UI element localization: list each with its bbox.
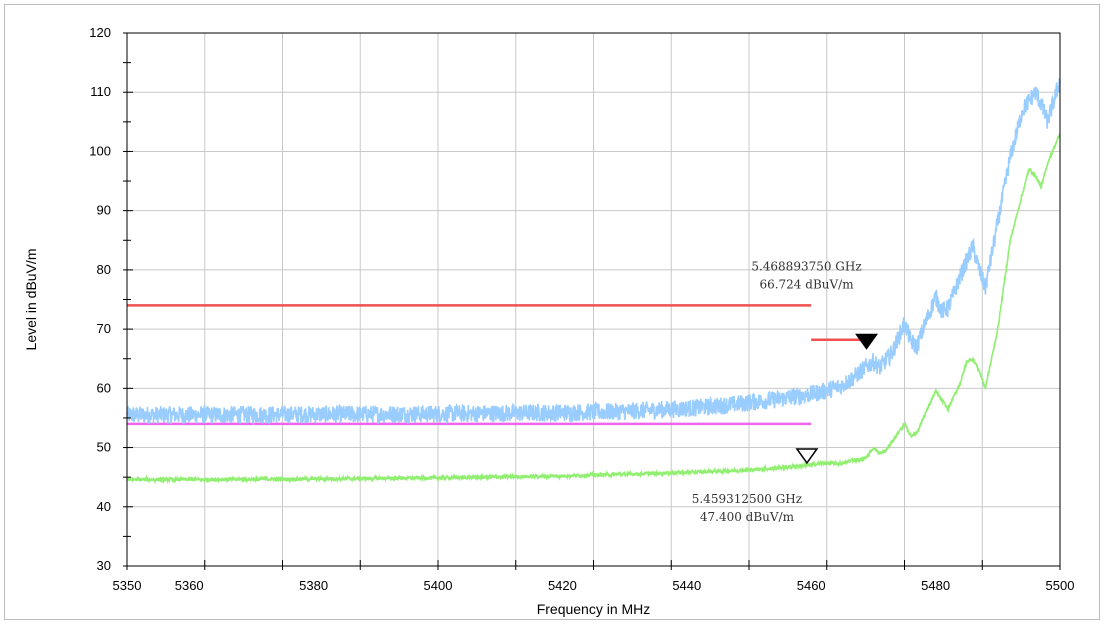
y-tick-label: 40 xyxy=(97,499,111,514)
y-tick-label: 90 xyxy=(97,203,111,218)
chart-frame xyxy=(4,4,1100,620)
y-axis-ticks: 30 40 50 60 70 80 90 100 110 120 xyxy=(89,25,133,573)
y-tick-label: 30 xyxy=(97,558,111,573)
y-tick-label: 100 xyxy=(89,143,111,158)
y-tick-label: 70 xyxy=(97,321,111,336)
x-tick-label: 5420 xyxy=(548,578,577,593)
y-tick-label: 120 xyxy=(89,25,111,40)
y-tick-label: 80 xyxy=(97,262,111,277)
x-tick-label: 5350 xyxy=(113,578,142,593)
x-axis-ticks: 5350 5360 5380 5400 5420 5440 5460 5480 5500 xyxy=(113,560,1075,593)
x-tick-label: 5400 xyxy=(424,578,453,593)
marker-frequency-label: 5.459312500 GHz xyxy=(692,492,802,506)
marker-level-label: 66.724 dBuV/m xyxy=(759,278,854,292)
y-tick-label: 60 xyxy=(97,380,111,395)
x-tick-label: 5360 xyxy=(175,578,204,593)
series-trace-1 xyxy=(126,132,1061,485)
y-axis-title: Level in dBuV/m xyxy=(23,249,39,351)
x-tick-label: 5480 xyxy=(921,578,950,593)
series-trace-0 xyxy=(126,78,1061,426)
y-tick-label: 50 xyxy=(97,440,111,455)
x-tick-label: 5380 xyxy=(299,578,328,593)
series-traces xyxy=(126,78,1061,485)
y-tick-label: 110 xyxy=(90,84,111,99)
markers: 5.468893750 GHz 66.724 dBuV/m 5.459312500 … xyxy=(692,260,878,524)
x-tick-label: 5440 xyxy=(672,578,701,593)
grid xyxy=(126,32,1061,567)
marker-level-label: 47.400 dBuV/m xyxy=(700,510,795,524)
x-tick-label: 5460 xyxy=(797,578,826,593)
marker-triangle-0 xyxy=(855,333,878,350)
x-tick-label: 5500 xyxy=(1046,578,1075,593)
marker-triangle-1 xyxy=(795,448,819,465)
limit-lines xyxy=(127,304,867,426)
marker-frequency-label: 5.468893750 GHz xyxy=(751,260,861,274)
x-axis-title: Frequency in MHz xyxy=(537,601,651,617)
